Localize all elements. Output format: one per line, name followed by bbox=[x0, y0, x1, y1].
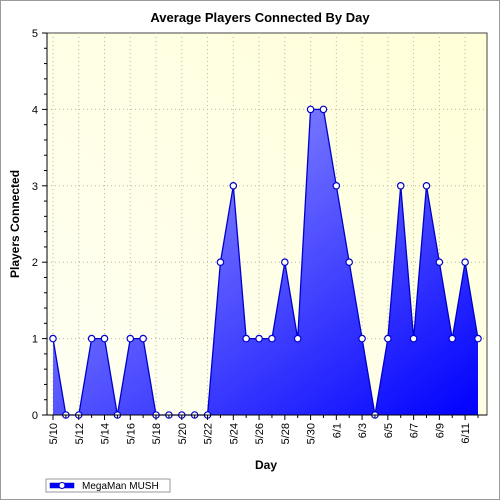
y-tick-label: 2 bbox=[32, 257, 38, 269]
x-tick-label: 5/30 bbox=[306, 423, 318, 444]
x-tick-label: 6/11 bbox=[460, 423, 472, 444]
data-point bbox=[293, 334, 302, 343]
data-point bbox=[281, 258, 289, 267]
data-point bbox=[139, 334, 147, 343]
data-point bbox=[422, 182, 431, 190]
data-point bbox=[49, 334, 57, 343]
x-tick-label: 6/7 bbox=[409, 423, 421, 438]
data-point bbox=[268, 334, 276, 343]
y-tick-label: 0 bbox=[32, 410, 38, 422]
x-tick-label: 5/12 bbox=[74, 423, 86, 444]
x-tick-label: 5/20 bbox=[177, 423, 189, 444]
data-point bbox=[242, 334, 250, 343]
x-tick-label: 5/18 bbox=[151, 423, 163, 444]
data-point bbox=[384, 334, 392, 343]
data-point bbox=[448, 334, 457, 343]
x-tick-label: 5/16 bbox=[125, 423, 137, 444]
legend: MegaMan MUSH bbox=[45, 478, 171, 493]
data-point bbox=[358, 334, 366, 343]
x-tick-label: 5/14 bbox=[100, 423, 112, 444]
x-axis-ticks: 5/10 5/12 5/14 5/16 5/18 5/20 5/22 5/24 5/26 5/28… bbox=[47, 414, 487, 444]
x-axis-title: Day bbox=[255, 458, 277, 472]
x-tick-label: 5/28 bbox=[280, 423, 292, 444]
legend-marker bbox=[58, 482, 66, 489]
series-area-fill bbox=[53, 109, 478, 416]
y-tick-label: 3 bbox=[32, 181, 38, 193]
x-tick-label: 6/3 bbox=[357, 423, 369, 438]
x-tick-label: 5/22 bbox=[203, 423, 215, 444]
y-axis-title: Players Connected bbox=[8, 170, 22, 278]
x-tick-label: 5/24 bbox=[228, 423, 240, 444]
data-point bbox=[229, 182, 238, 190]
x-tick-label: 6/1 bbox=[331, 423, 343, 438]
data-point bbox=[345, 258, 354, 267]
data-point bbox=[332, 182, 341, 190]
data-point bbox=[87, 334, 96, 343]
series-line bbox=[52, 108, 479, 416]
y-tick-label: 4 bbox=[32, 104, 38, 116]
data-point bbox=[461, 258, 469, 267]
y-tick-label: 1 bbox=[32, 334, 38, 346]
x-tick-label: 6/5 bbox=[383, 423, 395, 438]
data-point bbox=[409, 334, 418, 343]
data-point bbox=[216, 258, 225, 267]
data-point bbox=[474, 334, 482, 343]
data-point bbox=[435, 258, 444, 267]
x-tick-label: 6/9 bbox=[434, 423, 446, 438]
x-tick-label: 5/10 bbox=[48, 423, 60, 444]
data-point bbox=[306, 105, 315, 114]
chart-title: Average Players Connected By Day bbox=[150, 10, 370, 25]
data-point bbox=[319, 105, 328, 114]
y-tick-label: 5 bbox=[32, 28, 38, 40]
x-tick-label: 5/26 bbox=[254, 423, 266, 444]
area-layer bbox=[52, 108, 479, 416]
data-point bbox=[255, 334, 263, 343]
legend-label: MegaMan MUSH bbox=[82, 481, 159, 492]
data-point bbox=[396, 182, 405, 190]
y-axis-ticks: 0 1 2 3 4 5 bbox=[32, 28, 48, 422]
data-point bbox=[100, 334, 109, 343]
legend-box bbox=[45, 478, 171, 493]
data-point bbox=[126, 334, 135, 343]
